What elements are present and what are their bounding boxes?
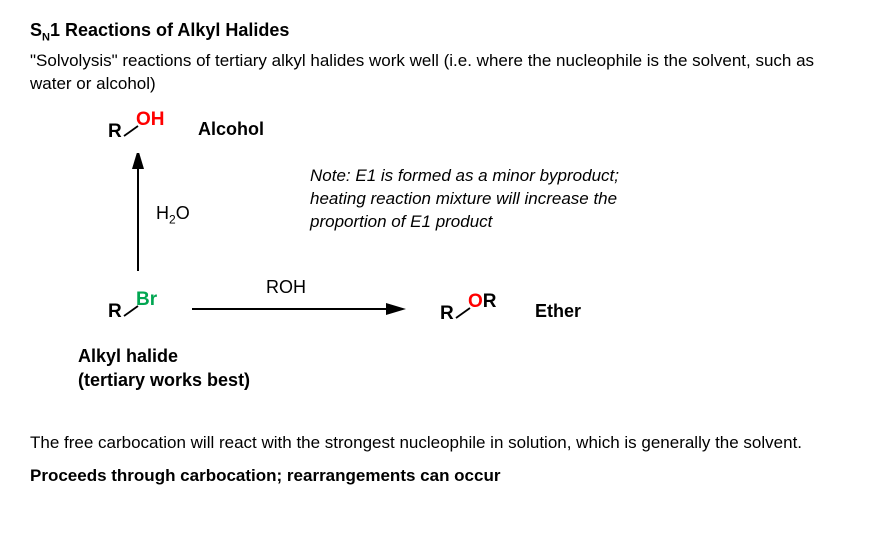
ether-structure: R OR	[440, 303, 454, 325]
title-part1: S	[30, 20, 42, 40]
note-line2: heating reaction mixture will increase t…	[310, 188, 740, 211]
halide-label-line2: (tertiary works best)	[78, 369, 250, 392]
footer-text-1: The free carbocation will react with the…	[30, 431, 844, 456]
alcohol-oh: OH	[136, 109, 165, 131]
alcohol-label: Alcohol	[198, 119, 264, 140]
title-sub: N	[42, 32, 50, 44]
halide-label: Alkyl halide (tertiary works best)	[78, 345, 250, 392]
water-o: O	[176, 203, 190, 223]
reaction-diagram: R OH Alcohol H2O Note: E1 is formed as a…	[30, 105, 844, 425]
halide-r: R	[108, 301, 122, 322]
page-title: SN1 Reactions of Alkyl Halides	[30, 20, 844, 44]
alcohol-structure: R OH	[108, 121, 122, 143]
water-reagent: H2O	[156, 203, 190, 227]
halide-label-line1: Alkyl halide	[78, 345, 250, 368]
alcohol-r: R	[108, 121, 122, 142]
horizontal-arrow	[190, 295, 410, 319]
title-part2: 1 Reactions of Alkyl Halides	[50, 20, 289, 40]
vertical-arrow	[128, 153, 148, 273]
ether-r2: R	[483, 291, 497, 312]
ether-label: Ether	[535, 301, 581, 322]
note-line3: proportion of E1 product	[310, 211, 740, 234]
ether-o: O	[468, 291, 483, 312]
subtitle-text: "Solvolysis" reactions of tertiary alkyl…	[30, 50, 844, 96]
ether-r: R	[440, 303, 454, 324]
ether-or-group: OR	[468, 291, 497, 313]
note-block: Note: E1 is formed as a minor byproduct;…	[310, 165, 740, 234]
footer-text-2: Proceeds through carbocation; rearrangem…	[30, 466, 844, 486]
water-sub: 2	[169, 213, 176, 227]
water-h: H	[156, 203, 169, 223]
note-line1: Note: E1 is formed as a minor byproduct;	[310, 165, 740, 188]
roh-reagent: ROH	[266, 277, 306, 298]
halide-br: Br	[136, 289, 157, 311]
halide-structure: R Br	[108, 301, 122, 323]
